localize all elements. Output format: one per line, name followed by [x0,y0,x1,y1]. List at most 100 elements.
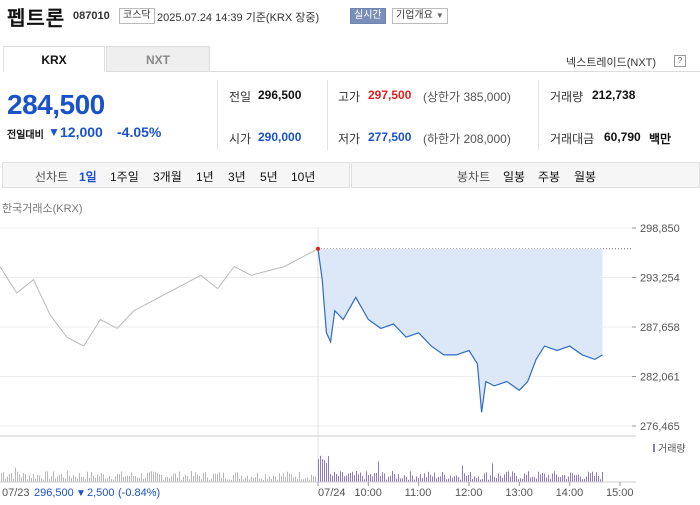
volume-bar [11,472,12,482]
realtime-badge: 실시간 [350,8,386,24]
volume-bar [175,473,176,482]
volume-bar [462,465,463,482]
price-chart[interactable]: 한국거래소(KRX) 298,850293,254287,658282,0612… [0,196,700,505]
volume-bar [476,477,477,482]
volume-bar [121,471,122,482]
volume-bar [75,477,76,482]
volume-bar [502,477,503,482]
period-1w[interactable]: 1주일 [110,170,139,184]
volume-bar [546,477,547,482]
volume-bar [115,476,116,482]
volume-bar [432,476,433,482]
volume-bar [550,478,551,482]
volume-bar [398,473,399,482]
volume-bar [480,479,481,482]
volume-bar [103,474,104,482]
down-arrow-icon: ▼ [48,125,60,139]
volume-bar [117,473,118,482]
amount-label: 거래대금 [550,132,595,146]
volume-bar [594,475,595,482]
volume-bar [295,476,296,482]
volume-bar [47,471,48,482]
volume-bar [191,471,192,482]
volume-bar [540,474,541,482]
volume-bar [352,471,353,482]
volume-bar [189,479,190,482]
volume-bar [313,476,314,482]
volume-bar [221,477,222,482]
volume-bar [494,476,495,482]
volume-bar [600,479,601,482]
volume-bar [285,476,286,482]
period-daily[interactable]: 일봉 [503,170,526,184]
volume-bar [241,475,242,482]
volume-bar [376,472,377,482]
volume-bar [390,475,391,482]
volume-bar [478,476,479,482]
volume-bar [311,474,312,482]
x-tick-label: 11:00 [405,487,432,499]
volume-bar [277,479,278,482]
down-arrow-icon: ▼ [76,488,86,499]
volume-bar [249,479,250,482]
chart-source-label: 한국거래소(KRX) [2,202,83,215]
volume-bar [538,471,539,482]
period-1d[interactable]: 1일 [79,170,97,184]
volume-bar [109,475,110,482]
volume-bar [267,479,268,482]
high-label: 고가 [338,90,361,104]
amount-unit: 백만 [649,132,672,146]
tab-nxt[interactable]: NXT [106,46,210,72]
volume-bar [101,473,102,482]
volume-bar [510,476,511,482]
volume-bar [9,473,10,482]
volume-bar [207,477,208,482]
volume-bar [253,477,254,482]
volume-bar [424,473,425,482]
period-weekly[interactable]: 주봉 [538,170,561,184]
period-3y[interactable]: 3년 [228,170,246,184]
volume-bar [245,477,246,482]
volume-bar [31,477,32,482]
volume-bar [354,475,355,482]
period-1y[interactable]: 1년 [196,170,214,184]
volume-bar [532,476,533,482]
period-10y[interactable]: 10년 [291,170,316,184]
volume-bar [544,473,545,482]
volume-bar [87,471,88,482]
volume-bar [129,476,130,482]
period-3m[interactable]: 3개월 [153,170,182,184]
volume-bar [51,476,52,482]
volume-bar [334,471,335,482]
volume-bar [430,474,431,482]
company-overview-dropdown[interactable]: 기업개요 ▼ [392,8,448,24]
volume-bar [239,478,240,482]
volume-bar [69,475,70,482]
volume-bar [428,471,429,482]
stock-code: 087010 [73,10,110,22]
volume-bar [372,476,373,482]
current-price: 284,500 [7,89,105,120]
tab-krx[interactable]: KRX [3,46,105,72]
volume-bar [251,476,252,482]
market-badge: 코스닥 [119,8,155,24]
volume-bar [412,475,413,482]
volume-bar [514,472,515,482]
change-label: 전일대비 [7,130,44,141]
volume-bar [159,474,160,482]
volume-bar [123,477,124,482]
period-5y[interactable]: 5년 [260,170,278,184]
y-tick-label: 298,850 [640,223,680,235]
help-icon[interactable]: ? [674,55,686,67]
volume-bar [119,474,120,482]
volume-bar [436,478,437,482]
period-monthly[interactable]: 월봉 [574,170,597,184]
volume-bar [57,476,58,482]
volume-bar [67,471,68,482]
x-tick-label: 07/24 [318,487,346,499]
volume-bar [111,479,112,482]
nxt-link[interactable]: 넥스트레이드(NXT) [566,57,657,69]
volume-bar [261,478,262,482]
divider [538,80,539,150]
volume-bar [299,472,300,482]
